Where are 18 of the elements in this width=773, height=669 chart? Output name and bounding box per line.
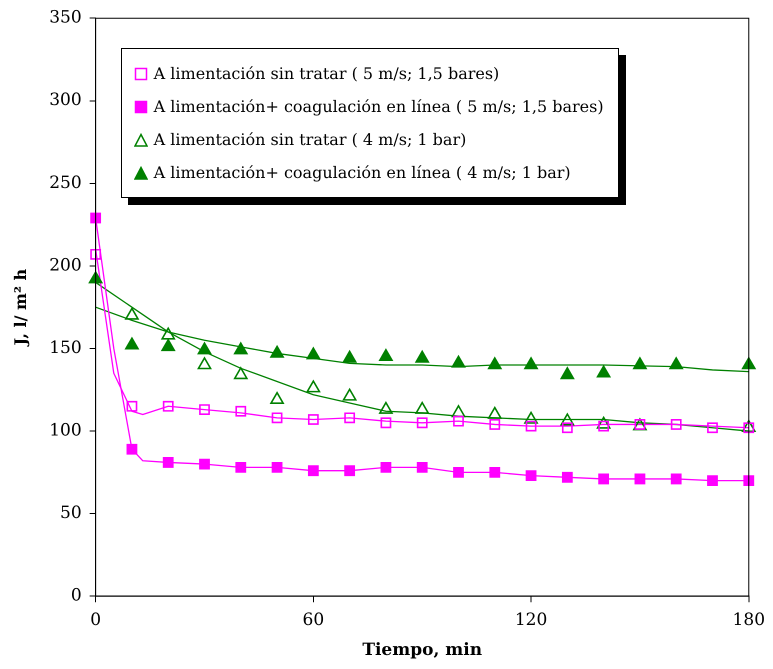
y-tick-label: 350 [49,8,82,28]
x-axis-title: Tiempo, min [362,640,482,660]
x-tick-label: 0 [90,610,102,630]
y-tick-label: 50 [60,503,82,524]
legend-label: A limentación sin tratar ( 4 m/s; 1 bar) [154,130,466,150]
y-tick-label: 100 [49,420,82,440]
y-tick-label: 300 [49,90,82,110]
y-axis-title: J, l/ m² h [10,268,30,348]
x-tick-label: 60 [302,610,324,630]
y-tick-label: 250 [49,172,82,193]
y-tick-label: 150 [49,338,82,358]
legend-label: A limentación+ coagulación en línea ( 4 m/s; 1 bar) [154,163,571,182]
x-tick-label: 180 [732,610,766,630]
legend-label: A limentación+ coagulación en línea ( 5 m/s; 1,5 bares) [154,97,604,116]
legend-label: A limentación sin tratar ( 5 m/s; 1,5 bares) [154,64,500,84]
y-tick-label: 0 [70,586,82,606]
y-tick-label: 200 [49,255,82,276]
x-tick-label: 120 [514,610,548,630]
